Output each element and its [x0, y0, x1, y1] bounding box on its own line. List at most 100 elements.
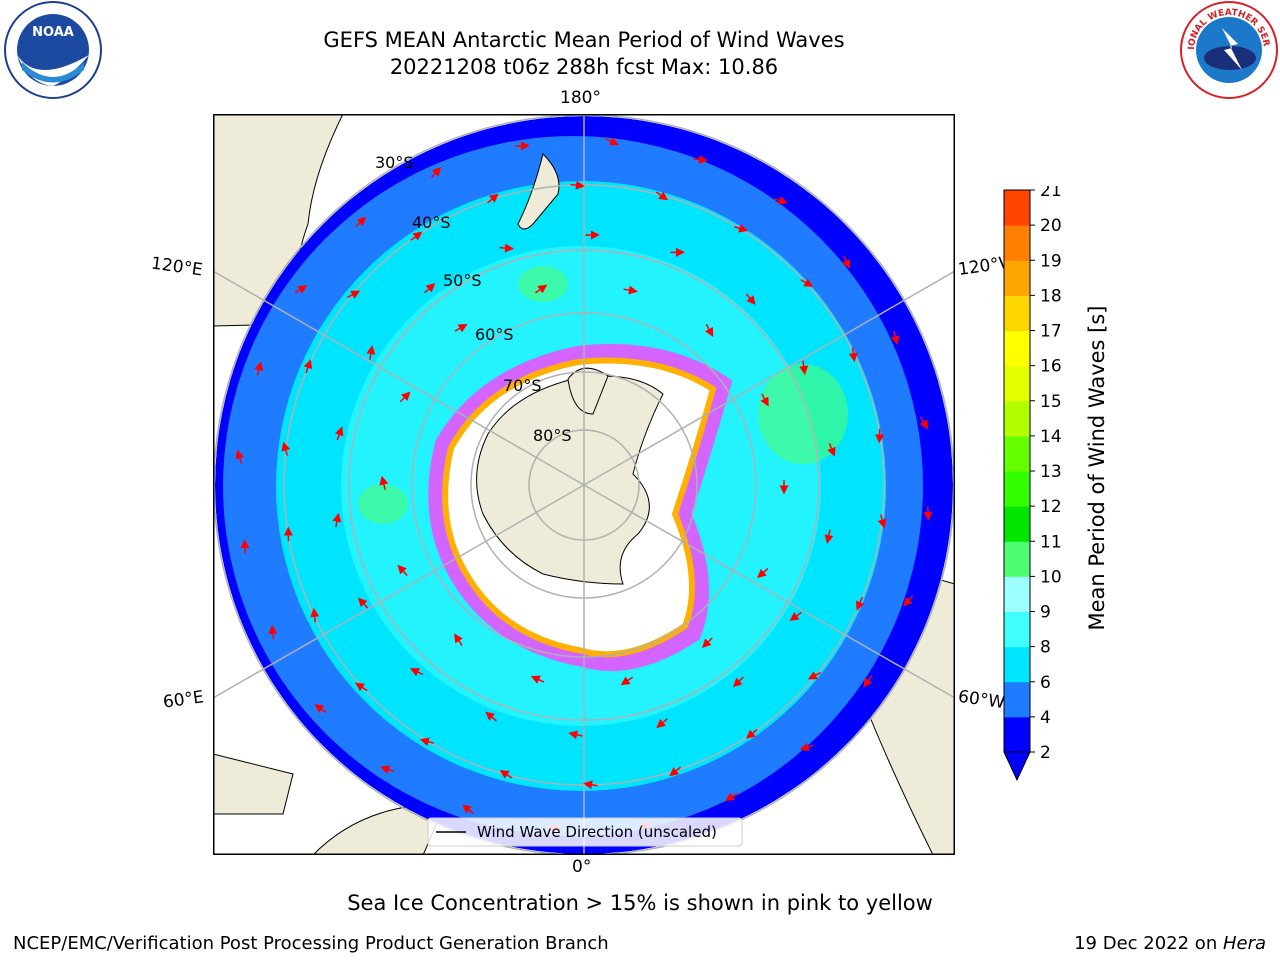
sea-ice-caption: Sea Ice Concentration > 15% is shown in …: [347, 891, 933, 915]
colorbar-label: Mean Period of Wind Waves [s]: [1085, 306, 1109, 631]
wind-wave-arrow: [410, 231, 423, 241]
polar-map: 30°S 40°S 50°S 60°S 70°S 80°S Wind Wave …: [213, 114, 955, 855]
wind-wave-arrow: [268, 624, 278, 640]
wind-wave-arrow: [355, 682, 368, 692]
colorbar-segment: [1004, 611, 1030, 648]
antarctica-land: [476, 375, 664, 585]
wind-wave-arrow: [399, 391, 411, 403]
colorbar-segment: [1004, 681, 1030, 718]
sea-ice-edge: [428, 344, 733, 672]
colorbar-extend-arrow: [1003, 751, 1031, 782]
wind-wave-arrow: [314, 704, 327, 714]
colorbar-segment: [1004, 471, 1030, 507]
lon-label-upper-left: 120°E: [149, 253, 204, 281]
wind-wave-arrows: [235, 137, 933, 834]
wind-wave-arrow: [583, 780, 598, 790]
colorbar-tick-label: 20: [1040, 216, 1062, 236]
wind-wave-arrow: [294, 285, 308, 294]
madagascar-land: [213, 753, 294, 815]
wind-wave-arrow: [807, 671, 821, 680]
wind-wave-arrow: [745, 293, 756, 305]
wind-wave-arrow: [773, 196, 788, 205]
wind-wave-arrow: [235, 449, 245, 464]
antarctic-peninsula: [567, 367, 609, 415]
colorbar-tick-label: 10: [1040, 567, 1062, 587]
wind-wave-arrow: [332, 512, 342, 528]
colorbar-segment: [1004, 646, 1030, 683]
lat-label-30s: 30°S: [375, 153, 414, 172]
wind-wave-arrow: [379, 475, 389, 491]
wind-wave-arrow: [903, 595, 914, 607]
wind-wave-arrow: [877, 514, 887, 529]
wind-wave-arrow: [757, 567, 769, 579]
green-patch-north: [518, 266, 568, 302]
map-legend: Wind Wave Direction (unscaled): [427, 817, 743, 847]
wind-wave-arrow: [655, 191, 669, 201]
footer-host: Hera: [1222, 933, 1266, 954]
colorbar-segment: [1004, 576, 1030, 612]
colorbar-segment: [1004, 716, 1030, 753]
wind-wave-arrow: [656, 718, 668, 729]
legend-label: Wind Wave Direction (unscaled): [477, 823, 717, 841]
wind-wave-arrow: [824, 529, 834, 544]
wind-wave-arrow: [430, 166, 442, 179]
wind-wave-arrow: [357, 597, 369, 609]
colorbar-tick-label: 12: [1040, 497, 1062, 517]
wind-wave-arrow: [799, 742, 814, 752]
footer-date: 19 Dec 2022 on: [1074, 933, 1223, 954]
wind-wave-arrow: [733, 223, 749, 233]
lon-label-bottom: 0°: [572, 857, 592, 877]
wind-wave-arrow: [366, 345, 376, 360]
chart-title: GEFS MEAN Antarctic Mean Period of Wind …: [323, 28, 845, 52]
map-frame: [213, 114, 955, 855]
wind-wave-arrow: [841, 255, 851, 270]
wind-wave-arrow: [799, 360, 809, 375]
wind-wave-arrow: [499, 769, 513, 779]
wind-wave-arrow: [424, 283, 436, 294]
colorbar-tick-label: 11: [1040, 532, 1062, 552]
wind-wave-arrow: [570, 180, 585, 190]
wind-wave-arrow: [409, 668, 424, 677]
colorbar-tick-label: 15: [1040, 392, 1062, 412]
wind-wave-arrow: [487, 193, 499, 204]
colorbar-segment: [1004, 365, 1030, 402]
colorbar-segment: [1004, 330, 1030, 367]
nws-logo: NATIONAL WEATHER SERVICE: [1178, 0, 1278, 99]
wind-wave-arrow: [380, 765, 395, 774]
footer-left: NCEP/EMC/Verification Post Processing Pr…: [13, 933, 609, 954]
wind-wave-arrow: [863, 675, 873, 688]
wind-wave-arrow: [725, 792, 738, 802]
wind-wave-arrow: [732, 676, 744, 688]
wind-wave-arrow: [303, 359, 313, 374]
wind-wave-arrow: [800, 278, 814, 288]
colorbar-segment: [1004, 541, 1030, 577]
wind-wave-arrow: [334, 426, 344, 441]
wind-wave-arrow: [890, 330, 900, 346]
wind-wave-arrow: [462, 804, 474, 815]
lat-label-50s: 50°S: [443, 271, 482, 290]
colorbar-tick-label: 17: [1040, 322, 1062, 342]
lat-label-60s: 60°S: [475, 325, 514, 344]
footer-right: 19 Dec 2022 on Hera: [1074, 933, 1266, 954]
wind-wave-arrow: [760, 393, 769, 407]
wind-wave-arrow: [701, 637, 713, 649]
colorbar: 2 4 6 8 9 10 11 12 13 14 15 16 17 18 19 20 21 Mean Perio…: [1003, 186, 1109, 782]
green-patch-east: [758, 364, 848, 464]
wind-wave-arrow: [789, 611, 802, 622]
wind-wave-arrow: [855, 596, 865, 611]
wind-wave-arrow: [620, 676, 634, 686]
chart-subtitle: 20221208 t06z 288h fcst Max: 10.86: [389, 55, 779, 79]
colorbar-segment: [1004, 260, 1030, 296]
wind-wave-arrow: [355, 216, 367, 228]
colorbar-tick-label: 9: [1040, 603, 1051, 623]
colorbar-tick-label: 18: [1040, 286, 1062, 306]
wind-wave-arrow: [419, 737, 435, 747]
lon-label-lower-right: 60°W: [956, 686, 1007, 714]
wind-wave-arrow: [530, 675, 545, 684]
wind-wave-arrow: [746, 728, 758, 739]
wind-wave-arrow: [499, 243, 514, 253]
lon-label-top: 180°: [560, 88, 601, 108]
wind-wave-arrow: [485, 711, 497, 722]
lat-label-80s: 80°S: [533, 426, 572, 445]
colorbar-tick-label: 21: [1040, 186, 1062, 201]
